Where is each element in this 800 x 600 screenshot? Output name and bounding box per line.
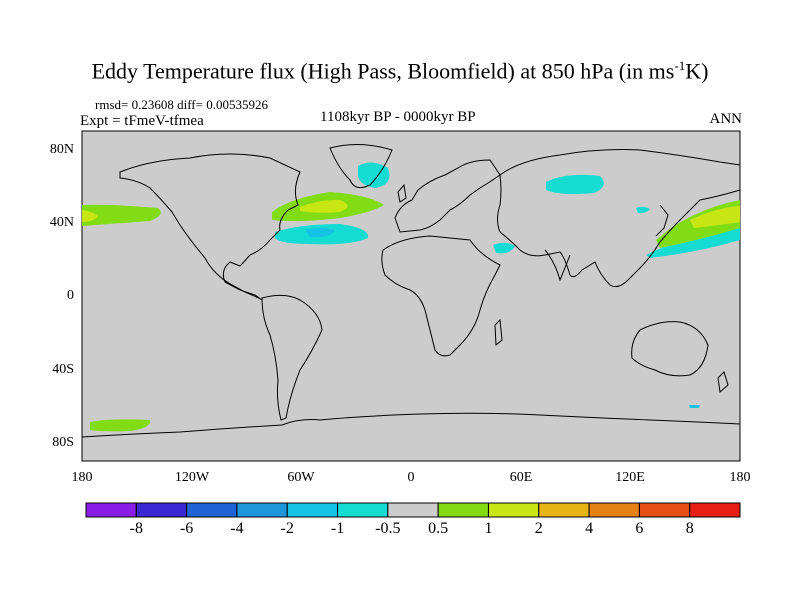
lat-tick: 80N bbox=[49, 142, 74, 157]
colorbar-box bbox=[588, 502, 640, 518]
coast-australia bbox=[631, 321, 709, 377]
colorbar-box bbox=[236, 502, 288, 518]
colorbar-box bbox=[337, 502, 389, 518]
coast-new-zealand bbox=[717, 371, 729, 393]
patch-asia-small bbox=[636, 206, 650, 214]
coast-madagascar bbox=[494, 318, 503, 347]
map-background bbox=[81, 130, 741, 462]
colorbar-label: 4 bbox=[585, 520, 594, 537]
title-superscript: -1 bbox=[674, 58, 686, 73]
coast-antarctica bbox=[81, 412, 741, 438]
coast-india bbox=[544, 249, 571, 282]
patch-southern-ocean bbox=[90, 419, 151, 432]
colorbar-box bbox=[638, 502, 691, 518]
stats-text: rmsd= 0.23608 diff= 0.00535926 bbox=[95, 97, 268, 112]
patch-n-atlantic-pos-core bbox=[300, 199, 348, 213]
lat-tick: 0 bbox=[67, 288, 74, 303]
patch-siberia bbox=[546, 174, 604, 194]
colorbar-box bbox=[689, 502, 741, 518]
lat-tick: 40N bbox=[49, 215, 74, 230]
coast-asia bbox=[497, 149, 741, 288]
colorbar-box bbox=[85, 502, 137, 518]
coast-japan bbox=[655, 204, 669, 237]
patch-southern-small bbox=[689, 405, 700, 408]
lat-tick: 40S bbox=[52, 362, 74, 377]
colorbar-label: -8 bbox=[129, 520, 143, 537]
patch-n-atlantic-neg-core bbox=[305, 228, 335, 238]
patch-nw-pacific-core bbox=[690, 206, 740, 228]
colorbar-label: 6 bbox=[635, 520, 644, 537]
period-text: 1108kyr BP - 0000kyr BP bbox=[320, 109, 476, 125]
lon-tick: 0 bbox=[407, 470, 415, 485]
map-title: Eddy Temperature flux (High Pass, Bloomf… bbox=[0, 58, 800, 84]
coast-greenland bbox=[329, 144, 393, 189]
patch-greenland bbox=[358, 162, 390, 188]
colorbar-box bbox=[186, 502, 238, 518]
patch-n-pacific-east bbox=[82, 204, 161, 226]
colorbar-label: 0.5 bbox=[428, 520, 449, 537]
colorbar-box bbox=[538, 502, 590, 518]
lon-tick: 120E bbox=[615, 470, 645, 485]
colorbar-box bbox=[286, 502, 339, 518]
coast-uk bbox=[397, 183, 407, 203]
colorbar-label: -1 bbox=[330, 520, 345, 537]
experiment-text: Expt = tFmeV-tfmea bbox=[80, 113, 204, 129]
lon-tick: 120W bbox=[174, 470, 210, 485]
anomaly-patches bbox=[82, 162, 740, 432]
patch-middle-east bbox=[493, 242, 515, 254]
coastlines bbox=[81, 144, 741, 438]
colorbar-label: -0.5 bbox=[375, 520, 401, 537]
lon-tick: 60W bbox=[287, 470, 315, 485]
colorbar-box bbox=[487, 502, 540, 518]
patch-n-pacific-east-core bbox=[82, 210, 98, 222]
title-end: K) bbox=[685, 58, 709, 84]
colorbar-box bbox=[437, 502, 489, 518]
colorbar-box bbox=[387, 502, 439, 518]
colorbar-label: 8 bbox=[685, 520, 694, 537]
colorbar-box bbox=[135, 502, 188, 518]
colorbar-label: -2 bbox=[280, 520, 294, 537]
colorbar-boxes bbox=[85, 502, 741, 518]
colorbar-label: -4 bbox=[230, 520, 244, 537]
coast-europe bbox=[394, 159, 501, 233]
coast-africa bbox=[381, 235, 501, 357]
coast-south-america bbox=[261, 294, 323, 421]
title-main: Eddy Temperature flux (High Pass, Bloomf… bbox=[91, 58, 675, 84]
lon-tick: 180 bbox=[71, 470, 93, 485]
colorbar-label: 1 bbox=[484, 520, 493, 537]
lon-tick: 180 bbox=[729, 470, 751, 485]
colorbar-label: 2 bbox=[534, 520, 543, 537]
colorbar-label: -6 bbox=[179, 520, 194, 537]
season-text: ANN bbox=[709, 111, 743, 127]
lon-tick: 60E bbox=[509, 470, 533, 485]
coast-north-america bbox=[119, 153, 301, 301]
lat-tick: 80S bbox=[52, 435, 74, 450]
